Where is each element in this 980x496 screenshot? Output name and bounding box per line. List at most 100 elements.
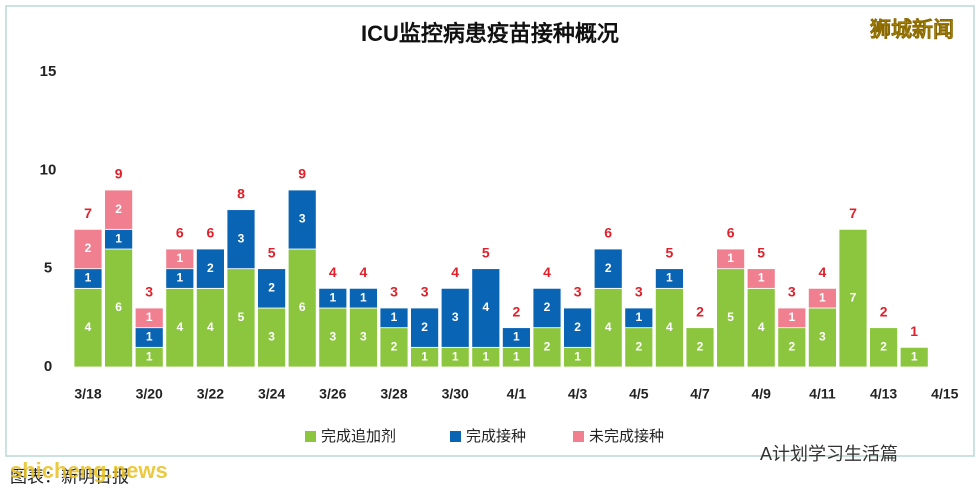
x-tick-label: 3/26 — [319, 386, 346, 402]
bar-segment — [624, 327, 654, 368]
bar-segment — [808, 307, 837, 368]
segment-label: 1 — [452, 349, 459, 363]
segment-label: 1 — [115, 231, 122, 245]
bar-segment — [655, 287, 684, 368]
segment-label: 3 — [819, 330, 826, 344]
bar-segment — [104, 248, 133, 368]
segment-label: 2 — [697, 340, 704, 354]
legend: 完成追加剂 完成接种 未完成接种 — [305, 428, 664, 445]
x-tick-label: 4/9 — [751, 386, 771, 402]
total-label: 9 — [115, 166, 123, 182]
bar-segment — [532, 327, 562, 368]
total-label: 3 — [390, 284, 398, 300]
bar-segment — [104, 189, 133, 230]
segment-label: 4 — [605, 320, 612, 334]
bar-segment — [134, 307, 164, 329]
segment-label: 3 — [452, 310, 459, 324]
total-label: 8 — [237, 185, 245, 201]
total-label: 3 — [635, 284, 643, 300]
segment-label: 1 — [513, 349, 520, 363]
segment-label: 3 — [329, 330, 336, 344]
bar-segment — [746, 287, 776, 368]
x-tick-label: 3/22 — [197, 386, 224, 402]
segment-label: 2 — [788, 340, 795, 354]
legend-label: 完成接种 — [466, 428, 526, 445]
y-tick-label: 0 — [44, 358, 52, 375]
segment-label: 2 — [268, 281, 275, 295]
bar-segment — [226, 268, 256, 368]
segment-label: 1 — [819, 290, 826, 304]
segment-label: 1 — [482, 349, 489, 363]
segment-label: 1 — [146, 349, 153, 363]
bar-segment — [73, 287, 103, 368]
total-label: 2 — [696, 303, 704, 319]
bar-segment — [257, 268, 287, 309]
segment-label: 4 — [482, 300, 489, 314]
y-tick-label: 10 — [40, 161, 57, 178]
bar-segment — [563, 307, 592, 348]
segment-label: 1 — [421, 349, 428, 363]
legend-label: 完成追加剂 — [321, 428, 396, 445]
bar-segment — [716, 248, 745, 270]
total-label: 5 — [666, 244, 674, 260]
segment-label: 1 — [329, 290, 336, 304]
bar-segment — [257, 307, 287, 368]
total-label: 3 — [145, 284, 153, 300]
bar-segment — [593, 248, 623, 289]
legend-swatch — [573, 431, 584, 442]
total-label: 7 — [84, 205, 92, 221]
segment-label: 1 — [360, 290, 367, 304]
bar-segment — [624, 307, 654, 329]
x-tick-label: 3/28 — [380, 386, 407, 402]
segment-label: 1 — [574, 349, 581, 363]
segment-label: 1 — [85, 271, 92, 285]
bar-segment — [501, 327, 531, 348]
footer-right: A计划学习生活篇 — [760, 444, 898, 464]
bar-segment — [73, 228, 103, 270]
bar-segment — [287, 248, 317, 368]
segment-label: 2 — [115, 202, 122, 216]
bar-segment — [410, 307, 440, 348]
bar-segment — [593, 287, 623, 368]
segment-label: 4 — [666, 320, 673, 334]
total-label: 6 — [207, 225, 215, 241]
segment-label: 1 — [788, 310, 795, 324]
bar-segment — [838, 228, 868, 368]
x-tick-label: 3/24 — [258, 386, 285, 402]
x-tick-label: 4/1 — [507, 386, 527, 402]
bar-segment — [685, 327, 715, 368]
segment-label: 2 — [544, 300, 551, 314]
bar-segment — [318, 287, 348, 309]
segment-label: 3 — [360, 330, 367, 344]
bar-segment — [165, 287, 195, 368]
watermark: 狮城新闻 — [870, 18, 954, 42]
bar-segment — [287, 189, 317, 250]
segment-label: 1 — [758, 271, 765, 285]
total-label: 3 — [574, 284, 582, 300]
bar-segment — [869, 327, 898, 368]
segment-label: 1 — [911, 349, 918, 363]
bar-segment — [655, 268, 684, 289]
total-label: 7 — [849, 205, 857, 221]
segment-label: 1 — [727, 251, 734, 265]
x-tick-label: 3/18 — [74, 386, 101, 402]
chart-title: ICU监控病患疫苗接种概况 — [361, 21, 619, 46]
total-label: 1 — [910, 323, 918, 339]
bar-segment — [532, 287, 562, 329]
total-label: 6 — [176, 225, 184, 241]
total-label: 6 — [604, 225, 612, 241]
total-label: 5 — [268, 244, 276, 260]
x-tick-label: 4/13 — [870, 386, 897, 402]
legend-swatch — [305, 431, 316, 442]
y-tick-label: 15 — [40, 63, 57, 80]
bar-segment — [165, 248, 195, 270]
segment-label: 4 — [176, 320, 183, 334]
segment-label: 3 — [268, 330, 275, 344]
total-label: 4 — [819, 264, 827, 280]
total-label: 6 — [727, 225, 735, 241]
bar-segment — [808, 287, 837, 309]
segment-label: 2 — [880, 340, 887, 354]
bar-segment — [195, 287, 225, 368]
total-label: 2 — [513, 303, 521, 319]
